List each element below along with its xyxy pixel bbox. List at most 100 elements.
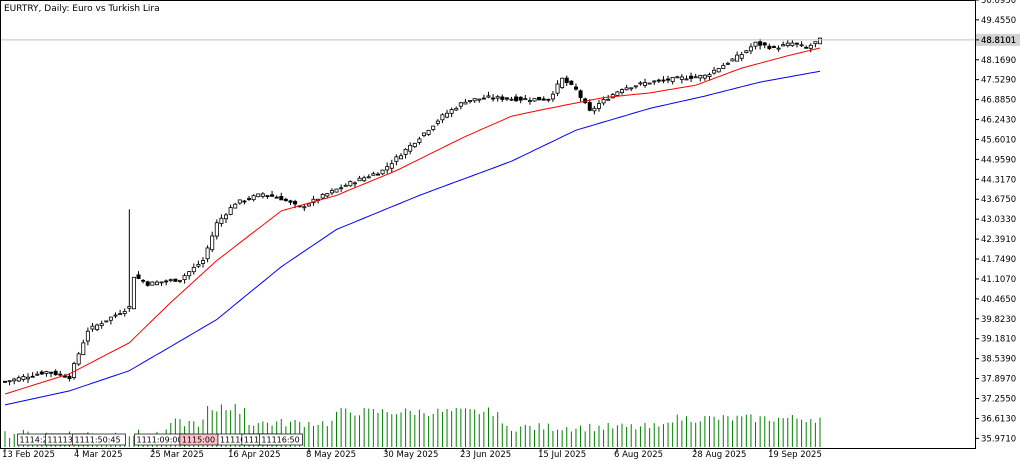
candle-body — [615, 91, 620, 96]
candle-body — [81, 342, 86, 356]
candle-body — [145, 281, 150, 286]
candle-body — [168, 279, 173, 282]
candle-body — [270, 194, 275, 197]
candle-body — [753, 41, 758, 47]
candle-body — [546, 98, 551, 101]
candle-body — [767, 45, 772, 49]
candle-body — [242, 200, 247, 203]
candle-body — [357, 177, 362, 182]
x-tick-label: 13 Feb 2025 — [2, 450, 55, 460]
candle-body — [495, 96, 500, 99]
candle-body — [325, 193, 330, 197]
y-tick-label: 39.8230 — [981, 315, 1016, 325]
candle-body — [813, 41, 818, 45]
candle-body — [113, 314, 118, 317]
y-tick-label: 49.4550 — [981, 16, 1016, 26]
candle-body — [343, 184, 348, 187]
candle-body — [283, 198, 288, 202]
candle-body — [596, 103, 601, 109]
candle-body — [334, 188, 339, 193]
candle-body — [95, 324, 100, 330]
candle-body — [707, 74, 712, 77]
candle-body — [721, 64, 726, 69]
candle-body — [150, 281, 155, 286]
candle-body — [422, 132, 427, 137]
candle-body — [141, 279, 146, 282]
candle-body — [385, 166, 390, 171]
candle-body — [693, 76, 698, 79]
y-tick-label: 40.4650 — [981, 295, 1016, 305]
candle-body — [656, 79, 661, 82]
candle-body — [173, 278, 178, 282]
candle-body — [196, 264, 201, 267]
x-tick-label: 19 Sep 2025 — [768, 450, 822, 460]
y-tick-label: 43.6750 — [981, 195, 1016, 205]
candle-body — [449, 109, 454, 114]
candle-body — [491, 97, 496, 100]
candle-body — [500, 96, 505, 100]
candle-body — [408, 144, 413, 152]
candle-body — [210, 235, 215, 251]
candle-body — [790, 42, 795, 47]
candle-body — [818, 37, 823, 45]
candle-body — [265, 195, 270, 197]
candle-body — [191, 266, 196, 273]
y-axis: 50.0950 49.4550 48.8101 48.1690 47.5290 46.88… — [975, 0, 1016, 444]
candle-body — [394, 156, 399, 162]
candle-body — [398, 155, 403, 160]
candle-body — [712, 69, 717, 74]
candle-body — [205, 247, 210, 260]
y-tick-label: 45.6010 — [981, 135, 1016, 145]
candle-body — [587, 102, 592, 111]
y-tick-label: 39.1810 — [981, 335, 1016, 345]
candle-body — [53, 370, 58, 376]
x-tick-label: 25 Mar 2025 — [150, 450, 204, 460]
candle-body — [426, 130, 431, 135]
y-tick-label: 46.2430 — [981, 116, 1016, 126]
candle-body — [108, 316, 113, 321]
moving-averages — [4, 47, 821, 406]
candle-body — [781, 44, 786, 47]
x-tick-label: 15 Jul 2025 — [538, 450, 586, 460]
candle-body — [504, 97, 509, 100]
candle-body — [136, 274, 141, 279]
candle-body — [85, 330, 90, 342]
y-tick-label: 42.3910 — [981, 235, 1016, 245]
candle-body — [643, 82, 648, 86]
time-tag-label: 11116:50 — [261, 436, 299, 445]
time-tag-box — [72, 433, 126, 446]
candle-body — [638, 82, 643, 85]
candle-body — [49, 371, 54, 374]
candle-body — [514, 96, 519, 102]
candle-body — [748, 46, 753, 52]
x-tick-label: 28 Aug 2025 — [692, 450, 746, 460]
candle-body — [219, 217, 224, 224]
candle-body — [177, 279, 182, 282]
candle-body — [675, 76, 680, 79]
candle-body — [435, 120, 440, 124]
y-tick-label: 38.5390 — [981, 355, 1016, 365]
y-tick-label: 48.8101 — [981, 36, 1016, 46]
candle-body — [274, 196, 279, 199]
candle-body — [164, 280, 169, 283]
candle-body — [527, 100, 532, 102]
candle-body — [555, 83, 560, 94]
candle-body — [799, 44, 804, 47]
y-tick-label: 43.0330 — [981, 215, 1016, 225]
candle-body — [550, 93, 555, 100]
time-tag-label: 1115:00 — [182, 436, 215, 445]
x-tick-label: 16 Apr 2025 — [228, 450, 281, 460]
chart-title: EURTRY, Daily: Euro vs Turkish Lira — [4, 4, 160, 14]
plot-frame — [0, 0, 976, 449]
candle-body — [702, 74, 707, 79]
candle-body — [256, 193, 261, 198]
candle-body — [624, 87, 629, 91]
candle-body — [306, 203, 311, 207]
candle-body — [352, 182, 357, 185]
candle-body — [76, 353, 81, 365]
candle-body — [104, 320, 109, 323]
candle-body — [380, 169, 385, 175]
y-tick-label: 35.9710 — [981, 434, 1016, 444]
